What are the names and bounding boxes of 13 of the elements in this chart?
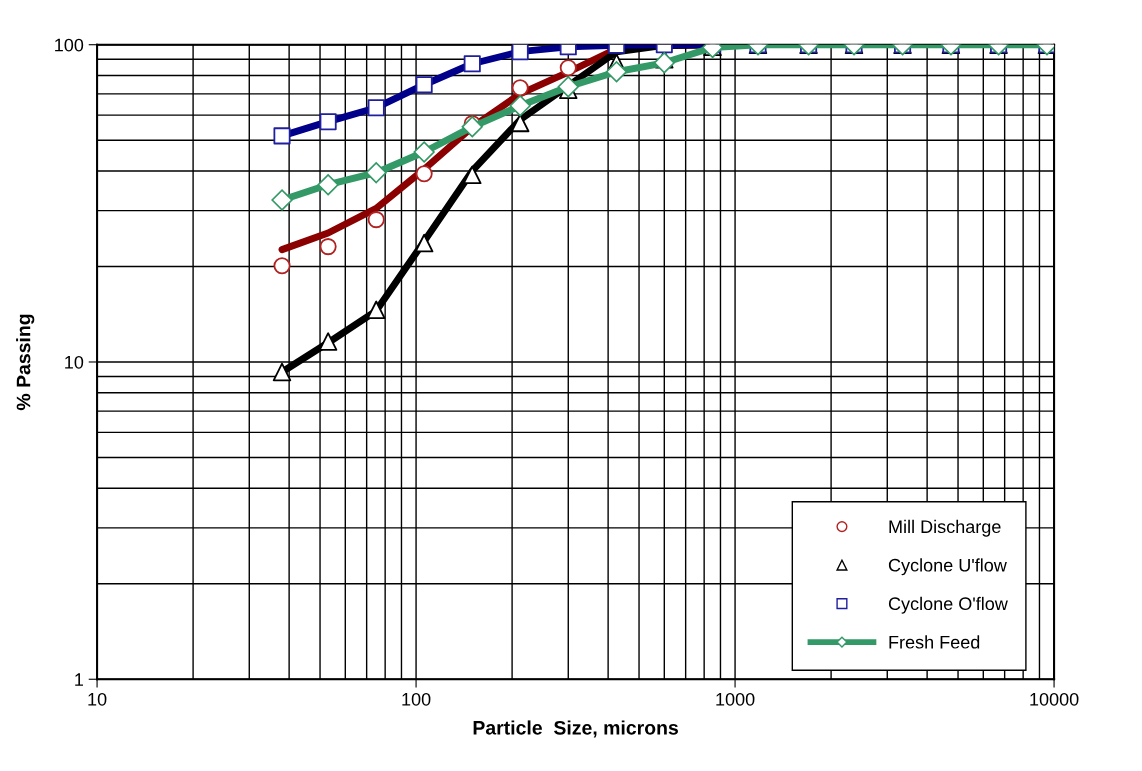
y-tick-label: 1 [75, 673, 83, 686]
y-axis-title: % Passing [16, 314, 35, 411]
x-axis-title: Particle Size, microns [473, 720, 678, 738]
y-tick-label: 10 [65, 355, 84, 369]
legend-label: Mill Discharge [889, 519, 1001, 537]
x-tick-label: 10 [88, 692, 107, 706]
x-tick-label: 10000 [1030, 692, 1079, 706]
legend-label: Fresh Feed [889, 635, 980, 649]
x-tick-label: 100 [402, 692, 431, 706]
y-tick-label: 100 [55, 38, 84, 52]
legend-label: Cyclone O'flow [888, 596, 1008, 614]
legend-label: Cyclone U'flow [888, 558, 1007, 576]
x-tick-label: 1000 [716, 692, 755, 706]
